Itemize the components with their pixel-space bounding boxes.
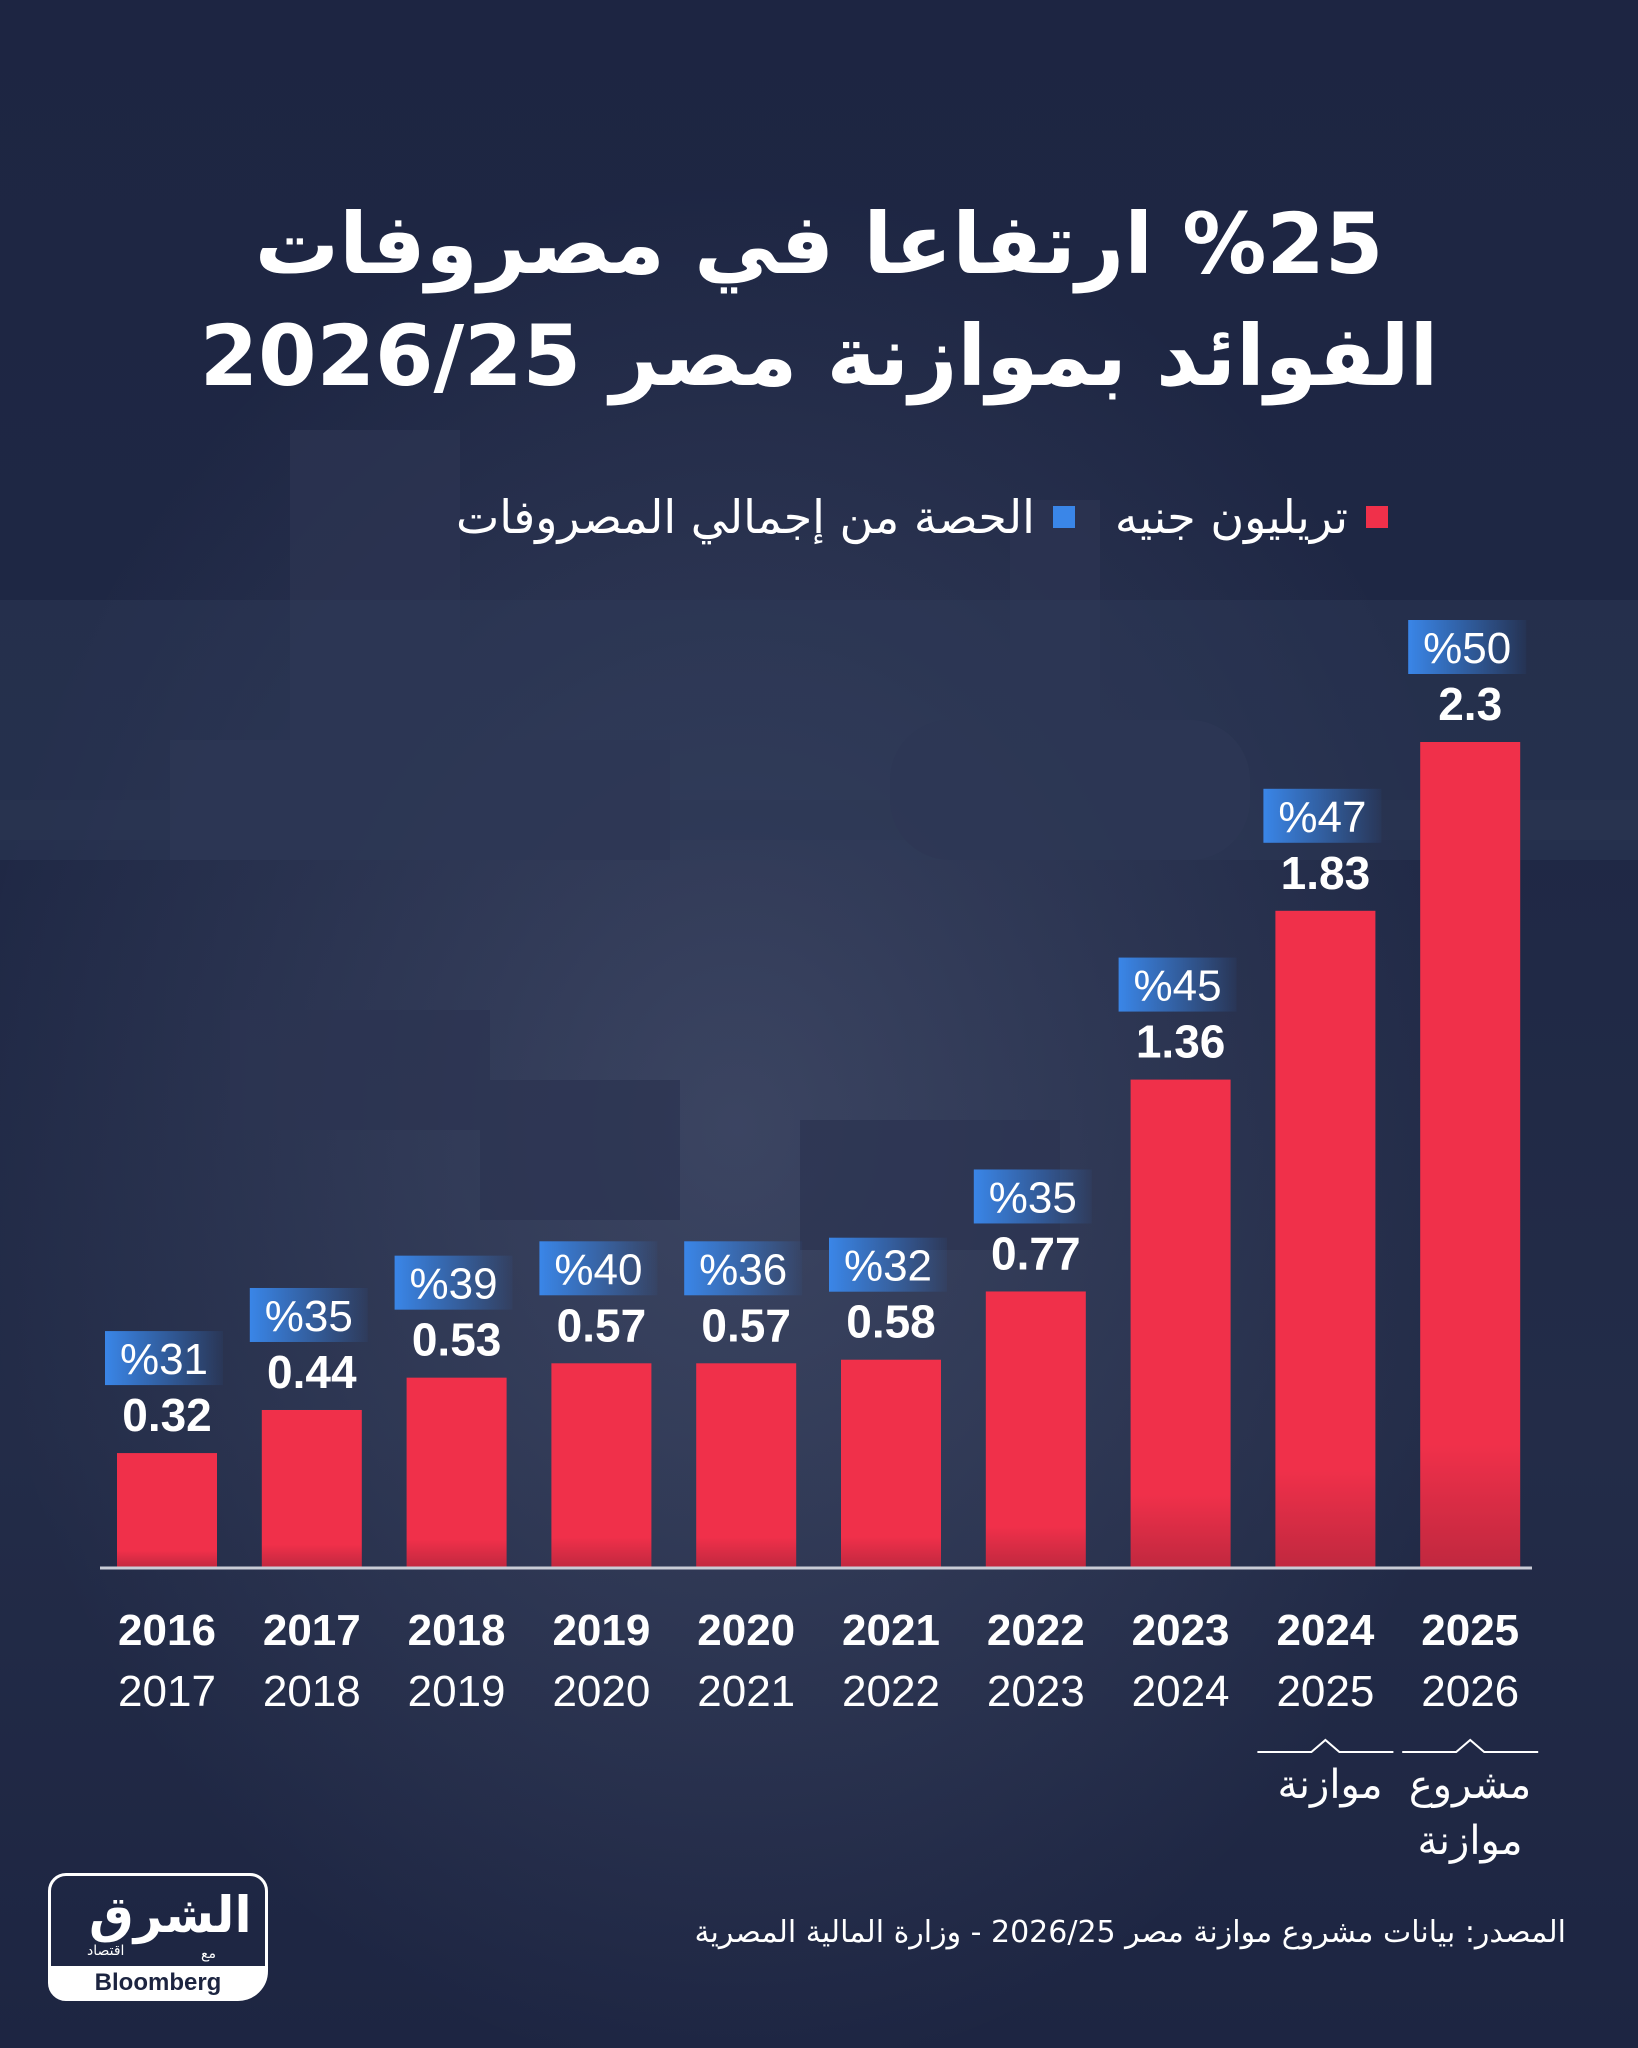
- share-label: %50: [1423, 624, 1511, 673]
- bar-value-label: 0.57: [701, 1299, 791, 1351]
- category-label-top: 2025: [1421, 1606, 1519, 1655]
- share-badge: [1408, 620, 1527, 674]
- category-label-bottom: 2023: [987, 1667, 1085, 1716]
- share-badge: [394, 1255, 513, 1310]
- share-badge: [539, 1241, 658, 1296]
- share-label: %35: [265, 1292, 353, 1341]
- bar-2021: [841, 1359, 941, 1568]
- share-label: %31: [120, 1335, 208, 1384]
- note-budget: موازنة: [1277, 1762, 1383, 1808]
- legend-item-trillion: تريليون جنيه: [1115, 490, 1388, 544]
- share-badge: [1263, 788, 1382, 843]
- title-line-1: %25 ارتفاعا في مصروفات: [254, 195, 1384, 293]
- note-draft-line1: مشروع: [1408, 1762, 1532, 1808]
- category-label-bottom: 2019: [408, 1667, 506, 1716]
- legend-item-share: الحصة من إجمالي المصروفات: [456, 490, 1075, 544]
- bar-value-label: 0.58: [846, 1296, 936, 1348]
- logo-partner: Bloomberg: [51, 1966, 265, 2000]
- bar-value-label: 1.36: [1136, 1016, 1226, 1068]
- bar-value-label: 0.57: [557, 1299, 647, 1351]
- category-label-top: 2023: [1132, 1606, 1230, 1655]
- share-label: %35: [989, 1173, 1077, 1222]
- bar-value-label: 2.3: [1438, 678, 1502, 730]
- category-label-top: 2017: [263, 1606, 361, 1655]
- share-badge: [684, 1241, 803, 1296]
- source-text: المصدر: بيانات مشروع موازنة مصر 2026/25 …: [694, 1915, 1566, 1950]
- category-label-bottom: 2026: [1421, 1667, 1519, 1716]
- category-label-top: 2016: [118, 1606, 216, 1655]
- asharq-bloomberg-logo: الشرق اقتصاد مع Bloomberg: [48, 1873, 268, 2001]
- logo-name: الشرق: [89, 1886, 252, 1944]
- logo-with: مع: [201, 1946, 216, 1962]
- category-label-top: 2024: [1276, 1606, 1374, 1655]
- share-label: %39: [410, 1260, 498, 1309]
- bar-2016: [117, 1453, 217, 1568]
- category-label-top: 2021: [842, 1606, 940, 1655]
- legend-swatch-red: [1366, 506, 1388, 528]
- share-badge: [249, 1287, 368, 1342]
- logo-sub: اقتصاد: [87, 1943, 125, 1959]
- share-badge: [1118, 957, 1237, 1012]
- bar-2017: [261, 1409, 362, 1568]
- category-label-bottom: 2020: [552, 1667, 650, 1716]
- share-label: %36: [699, 1245, 787, 1294]
- legend-label-trillion: تريليون جنيه: [1114, 490, 1348, 544]
- note-bracket: [1402, 1738, 1539, 1753]
- category-label-bottom: 2017: [118, 1667, 216, 1716]
- category-label-top: 2019: [552, 1606, 650, 1655]
- category-label-bottom: 2022: [842, 1667, 940, 1716]
- share-badge: [105, 1331, 223, 1386]
- bar-2018: [406, 1377, 507, 1568]
- bar-value-label: 0.32: [122, 1389, 212, 1441]
- legend-label-share: الحصة من إجمالي المصروفات: [455, 490, 1035, 544]
- category-label-top: 2022: [987, 1606, 1085, 1655]
- category-label-bottom: 2018: [263, 1667, 361, 1716]
- category-label-bottom: 2024: [1132, 1667, 1230, 1716]
- category-label-top: 2018: [408, 1606, 506, 1655]
- bar-2022: [985, 1291, 1086, 1568]
- bar-2020: [696, 1363, 797, 1568]
- bar-value-label: 0.77: [991, 1227, 1081, 1279]
- share-badge: [973, 1169, 1092, 1224]
- note-bracket: [1257, 1738, 1394, 1753]
- bar-2023: [1130, 1079, 1231, 1568]
- title-line-2: الفوائد بموازنة مصر 2026/25: [199, 307, 1439, 405]
- bar-value-label: 1.83: [1281, 847, 1371, 899]
- bar-value-label: 0.44: [267, 1346, 357, 1398]
- share-badge: [829, 1237, 947, 1292]
- bar-2024: [1275, 910, 1376, 1568]
- legend-swatch-blue: [1052, 506, 1075, 528]
- bar-2025: [1420, 742, 1521, 1568]
- share-label: %40: [554, 1245, 642, 1294]
- category-label-bottom: 2025: [1276, 1667, 1374, 1716]
- note-draft-line2: موازنة: [1417, 1818, 1523, 1864]
- bar-value-label: 0.53: [412, 1314, 502, 1366]
- share-label: %45: [1134, 962, 1222, 1011]
- share-label: %32: [844, 1242, 932, 1291]
- share-label: %47: [1278, 793, 1366, 842]
- bar-2019: [551, 1363, 652, 1568]
- category-label-bottom: 2021: [697, 1667, 795, 1716]
- category-label-top: 2020: [697, 1606, 795, 1655]
- legend: تريليون جنيه الحصة من إجمالي المصروفات: [456, 490, 1388, 544]
